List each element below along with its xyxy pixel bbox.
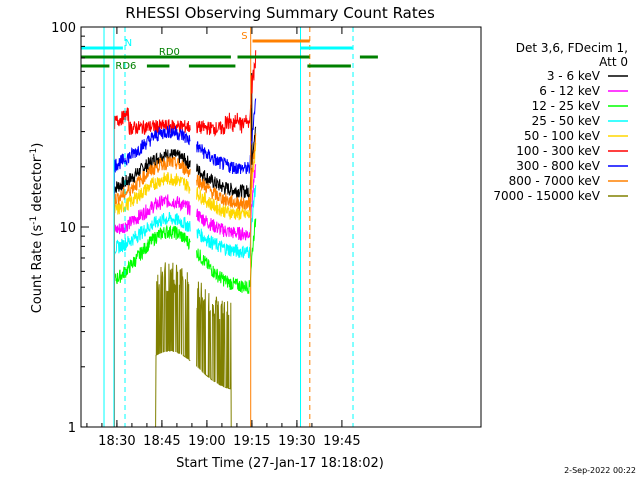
legend-label: 6 - 12 keV <box>539 84 601 98</box>
legend-label: 12 - 25 keV <box>532 99 601 113</box>
series-line <box>113 142 257 427</box>
series-line <box>114 262 256 427</box>
legend-label: 50 - 100 keV <box>524 129 601 143</box>
y-axis-label: Count Rate (s-1 detector-1) <box>29 143 45 314</box>
status-bar-label: S <box>241 31 247 42</box>
legend-label: 100 - 300 keV <box>516 144 600 158</box>
legend-label: 25 - 50 keV <box>532 114 601 128</box>
footer-date: 2-Sep-2022 00:22 <box>564 466 636 475</box>
series-line <box>113 164 257 427</box>
legend-label: 3 - 6 keV <box>547 69 601 83</box>
y-tick-label: 100 <box>51 21 76 36</box>
series-line <box>113 133 257 427</box>
x-tick-label: 19:00 <box>188 434 225 449</box>
x-tick-label: 19:15 <box>233 434 270 449</box>
x-axis-label: Start Time (27-Jan-17 18:18:02) <box>176 456 384 471</box>
status-bar-label: N <box>125 38 132 49</box>
status-bar-label: RD0 <box>159 47 180 58</box>
series-line <box>113 50 257 427</box>
x-tick-label: 19:45 <box>323 434 360 449</box>
legend-header-line2: Att 0 <box>599 55 628 69</box>
y-tick-label: 1 <box>68 421 76 436</box>
y-tick-label: 10 <box>59 221 76 236</box>
series-line <box>113 98 257 427</box>
x-tick-label: 19:30 <box>278 434 315 449</box>
series-line <box>113 185 257 427</box>
legend-label: 300 - 800 keV <box>516 159 600 173</box>
chart-title: RHESSI Observing Summary Count Rates <box>125 4 435 22</box>
legend-label: 7000 - 15000 keV <box>493 189 600 203</box>
legend-label: 800 - 7000 keV <box>509 174 601 188</box>
legend-header-line1: Det 3,6, FDecim 1, <box>516 41 628 55</box>
x-tick-label: 18:45 <box>143 434 180 449</box>
x-tick-label: 18:30 <box>98 434 135 449</box>
status-bar-label: RD6 <box>115 61 136 72</box>
series-line <box>113 218 257 427</box>
plot-content: N S RD0 RD6 <box>81 27 378 427</box>
axes: 18:30 18:45 19:00 19:15 19:30 19:45 1 10 100 <box>51 21 360 449</box>
